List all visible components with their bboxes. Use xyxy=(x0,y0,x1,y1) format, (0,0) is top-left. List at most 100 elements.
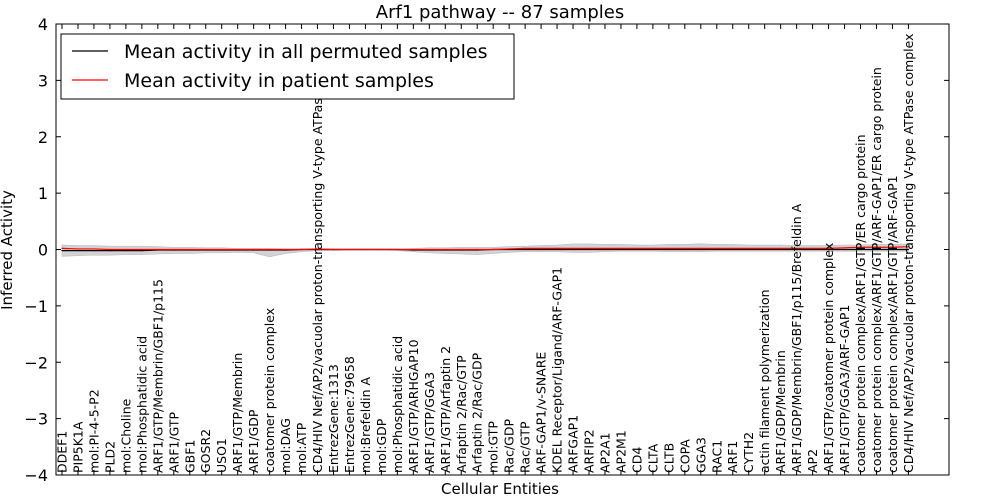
x-tick-label: ARFIP2 xyxy=(582,429,597,473)
x-tick-label: coatomer protein complex/ARF1/GTP/ER car… xyxy=(853,134,868,473)
data-point-s1-1 xyxy=(77,248,79,250)
data-point-s1-47 xyxy=(811,247,814,249)
data-point-s1-28 xyxy=(508,248,510,250)
x-tick-label: ARFGAP1 xyxy=(566,415,581,473)
data-point-s0-38 xyxy=(668,248,670,251)
data-point-s1-31 xyxy=(556,247,558,249)
x-tick-label: GGA3 xyxy=(693,437,708,473)
x-axis-label: Cellular Entities xyxy=(441,480,559,498)
data-point-s1-52 xyxy=(891,246,894,248)
data-point-s0-44 xyxy=(764,248,766,251)
x-tick-label: ARF1/GTP/Membrin/GBF1/p115 xyxy=(150,279,165,473)
data-point-s0-5 xyxy=(141,250,143,252)
data-point-s0-37 xyxy=(652,248,654,251)
data-point-s0-53 xyxy=(907,248,910,251)
data-point-s1-43 xyxy=(748,247,750,249)
x-tick-label: mol:ATP xyxy=(294,422,309,473)
x-tick-label: ARF1/GDP/Membrin/GBF1/p115/Brefeldin A xyxy=(789,203,804,473)
x-tick-label: mol:Brefeldin A xyxy=(358,376,373,473)
data-point-s0-40 xyxy=(700,248,702,251)
x-tick-label: Rac/GDP xyxy=(502,419,517,473)
y-tick-label: −4 xyxy=(24,466,48,485)
data-point-s0-50 xyxy=(859,248,862,251)
data-point-s1-21 xyxy=(396,248,398,251)
data-point-s0-49 xyxy=(843,248,846,251)
data-point-s1-8 xyxy=(189,248,191,251)
data-point-s0-4 xyxy=(125,250,127,252)
data-point-s1-45 xyxy=(780,247,782,249)
data-point-s0-52 xyxy=(891,248,894,251)
x-tick-label: USO1 xyxy=(214,438,229,473)
x-tick-label: mol:Phosphatidic acid xyxy=(390,336,405,473)
data-point-s0-34 xyxy=(604,248,606,251)
x-tick-label: coatomer protein complex/ARF1/GTP/ARF-GA… xyxy=(885,175,900,473)
data-point-s0-32 xyxy=(572,248,574,251)
x-tick-label: CYTH2 xyxy=(741,432,756,473)
series-line-1 xyxy=(61,246,909,251)
data-point-s1-37 xyxy=(652,247,654,249)
data-point-s1-10 xyxy=(221,248,223,251)
x-tick-label: ARF1/GTP/Membrin xyxy=(230,353,245,473)
data-point-s1-51 xyxy=(875,246,878,248)
data-point-s0-42 xyxy=(732,248,734,251)
x-tick-label: mol:PI-4-5-P2 xyxy=(86,389,101,473)
data-point-s1-44 xyxy=(764,247,766,249)
data-point-s0-31 xyxy=(556,248,558,251)
x-tick-label: ARF-GAP1/v-SNARE xyxy=(534,352,549,473)
x-tick-label: mol:Choline xyxy=(118,398,133,473)
data-point-s1-30 xyxy=(540,247,542,249)
y-tick-label: 0 xyxy=(38,241,48,260)
x-tick-label: ARF1 xyxy=(725,441,740,473)
data-point-s1-40 xyxy=(700,247,702,249)
data-point-s0-41 xyxy=(716,248,718,251)
x-tick-label: mol:DAG xyxy=(278,418,293,473)
data-point-s1-4 xyxy=(125,248,127,251)
legend: Mean activity in all permuted samples Me… xyxy=(60,33,515,100)
data-point-s1-35 xyxy=(620,247,622,249)
data-point-s0-2 xyxy=(93,250,95,252)
x-tick-label: Arfaptin 2/Rac/GDP xyxy=(470,352,485,473)
data-point-s1-42 xyxy=(732,247,734,249)
data-point-s0-1 xyxy=(77,250,79,252)
x-tick-label: ARF1/GTP/GGA3 xyxy=(422,372,437,473)
y-tick-label: 3 xyxy=(38,71,48,90)
data-point-s1-13 xyxy=(269,248,271,251)
data-point-s1-3 xyxy=(109,248,111,251)
data-point-s1-7 xyxy=(173,248,175,251)
x-tick-label: mol:Phosphatidic acid xyxy=(134,336,149,473)
y-tick-label: 1 xyxy=(38,184,48,203)
x-tick-label: AP2 xyxy=(805,449,820,473)
data-point-s0-43 xyxy=(748,248,750,251)
data-point-s1-12 xyxy=(253,248,255,251)
data-point-s1-9 xyxy=(205,248,207,251)
plot-area xyxy=(61,243,910,258)
data-point-s1-15 xyxy=(300,248,303,251)
data-point-s0-35 xyxy=(620,248,622,251)
data-point-s0-51 xyxy=(875,248,878,251)
data-point-s0-33 xyxy=(588,248,590,251)
data-point-s1-50 xyxy=(859,246,862,248)
x-tick-label: coatomer protein complex xyxy=(262,308,277,473)
x-tick-label: ARF1/GDP/Membrin xyxy=(773,350,788,473)
x-tick-label: GBF1 xyxy=(182,440,197,473)
chart-title: Arf1 pathway -- 87 samples xyxy=(376,2,624,23)
data-point-s1-24 xyxy=(444,248,446,251)
data-point-s1-39 xyxy=(684,247,686,249)
data-point-s1-48 xyxy=(827,247,830,249)
data-point-s1-23 xyxy=(428,248,430,251)
x-tick-label: mol:GTP xyxy=(486,421,501,473)
data-point-s0-48 xyxy=(827,248,830,251)
legend-label-permuted: Mean activity in all permuted samples xyxy=(124,41,487,63)
x-tick-label: ARF1/GTP/GGA3/ARF-GAP1 xyxy=(837,305,852,473)
y-tick-label: −1 xyxy=(24,297,48,316)
y-axis-label: Inferred Activity xyxy=(0,190,16,310)
x-tick-label: RAC1 xyxy=(709,440,724,473)
data-point-s1-17 xyxy=(332,248,335,251)
data-point-s1-41 xyxy=(716,247,718,249)
y-tick-label: −3 xyxy=(24,410,48,429)
x-tick-label: ARF1/GTP/coatomer protein complex xyxy=(821,243,836,473)
data-point-s1-46 xyxy=(796,247,798,249)
x-tick-label: ARF1/GTP/Arfaptin 2 xyxy=(438,346,453,473)
data-point-s0-47 xyxy=(811,248,814,251)
